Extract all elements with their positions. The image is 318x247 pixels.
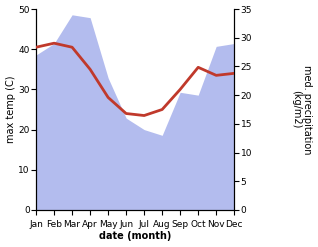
Y-axis label: max temp (C): max temp (C) [5, 76, 16, 143]
X-axis label: date (month): date (month) [99, 231, 171, 242]
Y-axis label: med. precipitation
(kg/m2): med. precipitation (kg/m2) [291, 65, 313, 154]
